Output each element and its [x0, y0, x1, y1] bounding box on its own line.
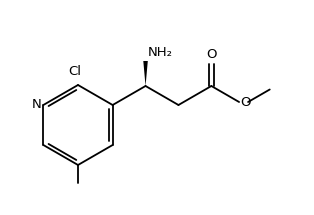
- Text: N: N: [32, 98, 41, 112]
- Text: Cl: Cl: [68, 65, 82, 78]
- Text: O: O: [240, 95, 251, 109]
- Text: NH₂: NH₂: [148, 46, 173, 59]
- Polygon shape: [143, 61, 148, 86]
- Text: O: O: [206, 48, 217, 61]
